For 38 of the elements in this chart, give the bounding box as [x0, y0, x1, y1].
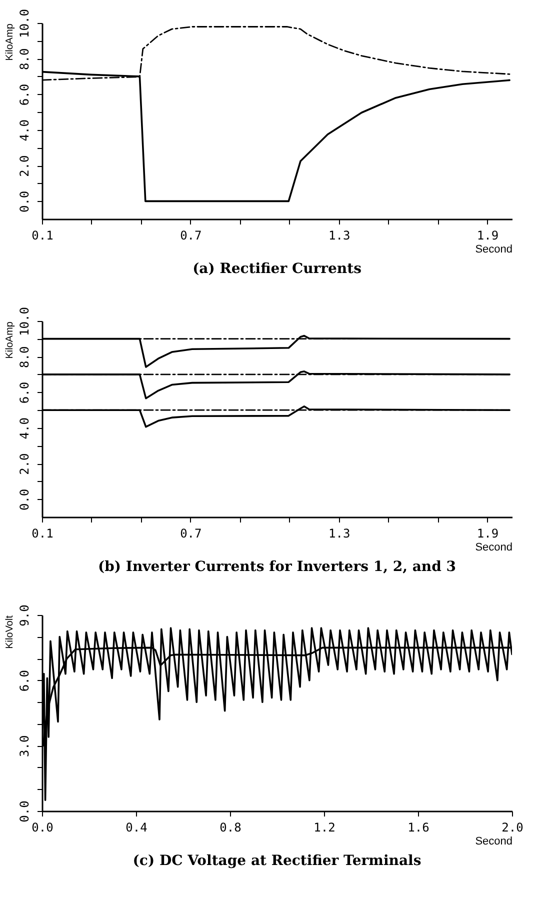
y-axis-title: KiloVolt [4, 615, 16, 649]
y-tick-label: 6.0 [18, 84, 32, 106]
y-tick-label: 0.0 [18, 190, 32, 213]
x-axis-title: Second [475, 244, 512, 256]
y-tick-label: 9.0 [18, 604, 32, 626]
y-tick-label: 2.0 [18, 453, 32, 475]
x-tick-label: 0.8 [220, 820, 242, 834]
x-tick-label: 0.7 [180, 228, 202, 242]
y-tick-label: 6.0 [18, 382, 32, 404]
x-axis-title: Second [475, 542, 512, 554]
text: (b) Inverter Currents for Inverters 1, 2, and 3 [98, 559, 456, 575]
x-tick-label: 1.2 [314, 820, 336, 834]
y-tick-label: 10.0 [18, 9, 32, 38]
y-tick-label: 3.0 [18, 735, 32, 758]
x-axis-title: Second [475, 836, 512, 848]
y-tick-label: 4.0 [18, 418, 32, 440]
x-tick-label: 2.0 [502, 820, 524, 834]
x-tick-label: 1.9 [476, 526, 499, 540]
y-tick-label: 8.0 [18, 48, 32, 70]
x-tick-label: 0.7 [180, 526, 202, 540]
y-tick-label: 6.0 [18, 670, 32, 692]
y-tick-label: 0.0 [18, 488, 32, 511]
y-axis-title: KiloAmp [4, 321, 16, 359]
x-tick-label: 1.3 [328, 228, 350, 242]
x-tick-label: 1.9 [476, 228, 499, 242]
x-tick-label: 1.3 [328, 526, 350, 540]
x-tick-label: 0.0 [32, 820, 54, 834]
text: (c) DC Voltage at Rectifier Terminals [132, 853, 422, 869]
y-axis-title: KiloAmp [4, 23, 16, 61]
x-tick-label: 0.4 [126, 820, 148, 834]
text: (a) Rectifier Currents [192, 261, 362, 277]
x-tick-label: 0.1 [32, 526, 54, 540]
y-tick-label: 8.0 [18, 346, 32, 368]
y-tick-label: 4.0 [18, 120, 32, 142]
x-tick-label: 1.6 [408, 820, 430, 834]
x-tick-label: 0.1 [32, 228, 54, 242]
y-tick-label: 10.0 [18, 307, 32, 336]
y-tick-label: 2.0 [18, 155, 32, 177]
